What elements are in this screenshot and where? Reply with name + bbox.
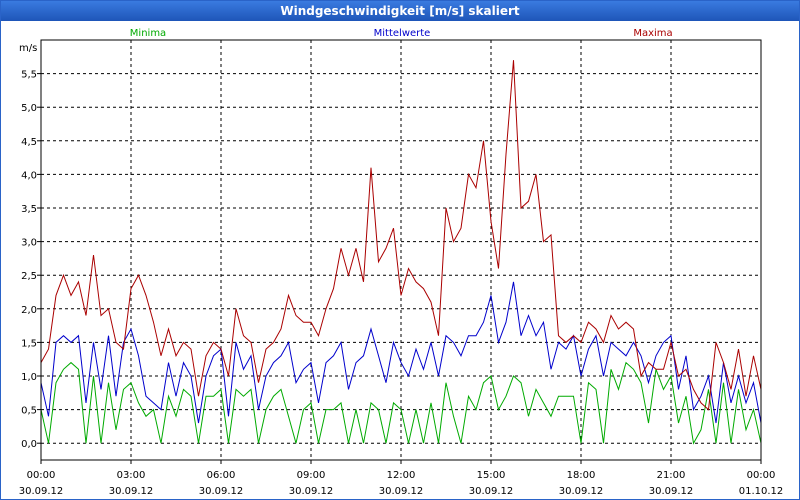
x-tick-date: 30.09.12: [559, 486, 604, 497]
x-tick-date: 30.09.12: [379, 486, 424, 497]
y-tick-label: 0,0: [21, 439, 37, 450]
y-tick-label: 0,5: [21, 406, 37, 417]
x-tick-time: 12:00: [387, 470, 416, 481]
legend-mittelwerte: Mittelwerte: [374, 28, 431, 39]
y-tick-label: 5,0: [21, 103, 37, 114]
y-tick-label: 1,5: [21, 338, 37, 349]
x-tick-time: 21:00: [657, 470, 686, 481]
plot-area-frame: [40, 39, 762, 461]
x-tick-time: 18:00: [567, 470, 596, 481]
y-tick-label: 3,0: [21, 238, 37, 249]
y-tick-label: 2,5: [21, 271, 37, 282]
x-tick-time: 03:00: [117, 470, 146, 481]
y-tick-label: 2,0: [21, 305, 37, 316]
y-axis-label: m/s: [19, 43, 37, 54]
y-tick-label: 4,0: [21, 170, 37, 181]
x-tick-time: 00:00: [747, 470, 776, 481]
y-tick-label: 5,5: [21, 70, 37, 81]
x-tick-date: 30.09.12: [199, 486, 244, 497]
x-tick-date: 30.09.12: [19, 486, 64, 497]
y-tick-label: 1,0: [21, 372, 37, 383]
x-tick-date: 30.09.12: [289, 486, 334, 497]
x-tick-date: 30.09.12: [469, 486, 514, 497]
y-tick-label: 3,5: [21, 204, 37, 215]
legend-minima: Minima: [130, 28, 166, 39]
window-title: Windgeschwindigkeit [m/s] skaliert: [1, 1, 799, 21]
series-line-minima: [40, 361, 762, 445]
x-tick-time: 15:00: [477, 470, 506, 481]
x-tick-date: 30.09.12: [649, 486, 694, 497]
x-tick-date: 01.10.12: [739, 486, 784, 497]
series-line-mittelwerte: [40, 281, 762, 424]
x-tick-time: 09:00: [297, 470, 326, 481]
y-tick-label: 4,5: [21, 137, 37, 148]
x-tick-time: 06:00: [207, 470, 236, 481]
series-line-maxima: [40, 60, 762, 411]
legend-maxima: Maxima: [633, 28, 672, 39]
x-tick-time: 00:00: [27, 470, 56, 481]
x-tick-date: 30.09.12: [109, 486, 154, 497]
